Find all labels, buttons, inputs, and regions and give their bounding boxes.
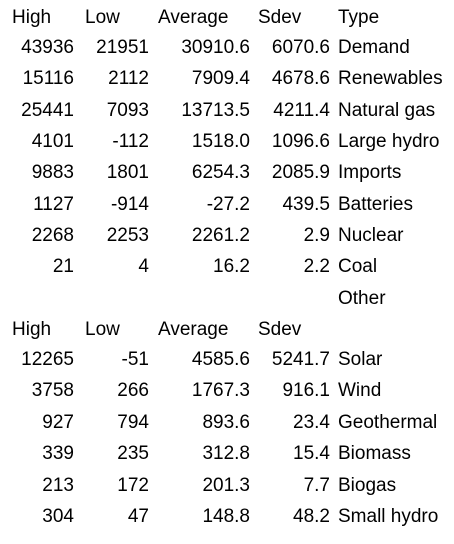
type-cell: Small hydro <box>338 506 439 527</box>
type-cell: Geothermal <box>338 411 438 433</box>
number-cell: 893.6 <box>202 411 250 433</box>
number-cell: 5241.7 <box>271 349 330 370</box>
number-cell: 21 <box>52 256 74 278</box>
number-cell: 304 <box>42 506 74 527</box>
number-cell: 235 <box>117 443 149 465</box>
section-title: Other <box>338 287 386 309</box>
type-cell: Solar <box>338 349 383 370</box>
type-cell: Biogas <box>338 474 397 496</box>
number-cell: 13713.5 <box>181 99 250 121</box>
number-cell: 312.8 <box>202 443 250 465</box>
number-cell: 4678.6 <box>271 68 330 90</box>
number-cell: 1127 <box>33 193 74 215</box>
number-cell: 4211.4 <box>273 99 330 121</box>
type-cell: Coal <box>338 256 378 278</box>
number-cell: 339 <box>42 443 74 465</box>
number-cell: 9883 <box>31 162 74 184</box>
column-header: High <box>12 7 52 28</box>
number-cell: 25441 <box>21 99 74 121</box>
number-cell: 794 <box>117 411 149 433</box>
number-cell: 172 <box>117 474 149 496</box>
column-header: Average <box>158 7 229 28</box>
number-cell: 15.4 <box>293 443 330 465</box>
column-header: Sdev <box>258 7 302 28</box>
number-cell: 15116 <box>22 68 74 90</box>
type-cell: Batteries <box>338 193 413 215</box>
number-cell: 927 <box>42 411 74 433</box>
type-cell: Imports <box>338 162 402 184</box>
number-cell: 7909.4 <box>191 68 250 90</box>
number-cell: 201.3 <box>202 474 250 496</box>
column-header: Average <box>158 319 229 340</box>
number-cell: 43936 <box>21 37 74 58</box>
type-cell: Natural gas <box>338 99 436 121</box>
type-cell: Biomass <box>338 443 411 465</box>
number-cell: -112 <box>112 130 149 152</box>
type-cell: Demand <box>338 37 410 58</box>
number-cell: 7093 <box>106 99 149 121</box>
number-cell: 2.2 <box>303 256 330 278</box>
number-cell: 439.5 <box>282 193 330 215</box>
column-header: Type <box>338 7 380 28</box>
number-cell: -914 <box>110 193 149 215</box>
number-cell: 2268 <box>31 224 74 246</box>
number-cell: 3758 <box>31 380 74 402</box>
number-cell: -51 <box>121 349 149 370</box>
number-cell: 1801 <box>106 162 149 184</box>
column-header: High <box>12 319 52 340</box>
number-cell: 4585.6 <box>191 349 250 370</box>
number-cell: 266 <box>117 380 149 402</box>
number-cell: 30910.6 <box>181 37 250 58</box>
number-cell: 6254.3 <box>191 162 250 184</box>
number-cell: 1767.3 <box>191 380 250 402</box>
type-cell: Large hydro <box>338 130 440 152</box>
number-cell: 4101 <box>31 130 74 152</box>
number-cell: 6070.6 <box>271 37 330 58</box>
column-header: Sdev <box>258 319 302 340</box>
number-cell: 21951 <box>96 37 149 58</box>
number-cell: 47 <box>127 506 149 527</box>
number-cell: 23.4 <box>293 411 330 433</box>
number-cell: 2253 <box>106 224 149 246</box>
number-cell: 148.8 <box>202 506 250 527</box>
number-cell: 12265 <box>21 349 74 370</box>
number-cell: 213 <box>42 474 74 496</box>
number-cell: 2112 <box>108 68 149 90</box>
number-cell: 2261.2 <box>191 224 250 246</box>
number-cell: 1518.0 <box>191 130 250 152</box>
type-cell: Renewables <box>338 68 443 90</box>
number-cell: 48.2 <box>293 506 330 527</box>
number-cell: 916.1 <box>282 380 330 402</box>
number-cell: 2.9 <box>303 224 330 246</box>
type-cell: Wind <box>338 380 382 402</box>
number-cell: 4 <box>138 256 149 278</box>
column-header: Low <box>85 7 120 28</box>
number-cell: 16.2 <box>213 256 250 278</box>
number-cell: 1096.6 <box>271 130 330 152</box>
type-cell: Nuclear <box>338 224 404 246</box>
number-cell: -27.2 <box>206 193 250 215</box>
number-cell: 7.7 <box>303 474 330 496</box>
number-cell: 2085.9 <box>271 162 330 184</box>
column-header: Low <box>85 319 120 340</box>
